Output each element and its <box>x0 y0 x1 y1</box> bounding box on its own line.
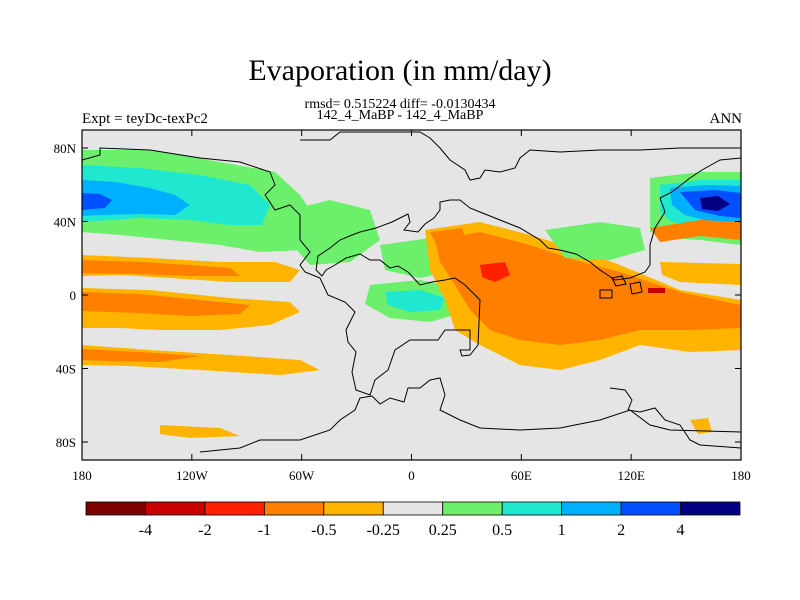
colorbar-label: 4 <box>677 522 685 539</box>
colorbar-label: 1 <box>558 522 566 539</box>
colorbar: -4 -2 -1 -0.5 -0.25 0.25 0.5 1 2 4 <box>85 501 741 539</box>
colorbar-label: -1 <box>258 522 271 539</box>
outline-island-1 <box>611 275 627 287</box>
colorbar-swatch <box>204 501 265 516</box>
lat-tick-label: 40N <box>54 215 77 230</box>
outline-island-2 <box>629 281 643 295</box>
field-eq-east-orange <box>660 262 741 285</box>
colorbar-label: -4 <box>139 522 152 539</box>
lon-tick-label: 60W <box>289 468 315 483</box>
lon-tick-label: 60E <box>511 468 532 483</box>
field-south-orange-small <box>160 425 240 438</box>
colorbar-label: -0.5 <box>311 522 336 539</box>
colorbar-swatch <box>620 501 681 516</box>
lat-tick-label: 80S <box>56 435 76 450</box>
field-spac-red <box>82 292 250 316</box>
colorbar-label: 2 <box>617 522 625 539</box>
field-central-cyan <box>385 290 445 312</box>
colorbar-swatch <box>680 501 741 516</box>
continent-outlines <box>82 131 741 453</box>
field-npac-red <box>82 260 240 276</box>
outline-antarctica <box>199 377 741 453</box>
colorbar-label: 0.5 <box>492 522 512 539</box>
colorbar-swatch <box>501 501 563 516</box>
field-south-east-orange <box>690 418 712 434</box>
colorbar-swatch <box>263 501 325 516</box>
stats-text: rmsd= 0.515224 diff= -0.0130434 <box>304 97 496 112</box>
lat-tick-label: 0 <box>70 288 77 303</box>
outline-arctic <box>300 131 741 181</box>
lon-tick-label: 0 <box>408 468 415 483</box>
lon-tick-label: 180 <box>72 468 92 483</box>
lat-tick-label: 40S <box>56 362 76 377</box>
outline-australia <box>609 387 741 449</box>
field-mideast-green <box>545 222 645 260</box>
field-indian-deepred <box>480 262 510 282</box>
lat-tick-label: 80N <box>54 141 77 156</box>
colorbar-swatch <box>442 501 503 516</box>
lon-ticks: 180 120W 60W 0 60E 120E 180 <box>72 130 751 483</box>
experiment-label: Expt = teyDc-texPc2 <box>82 111 208 127</box>
lon-tick-label: 120E <box>617 468 645 483</box>
field-nwpac-navy <box>700 196 730 211</box>
colorbar-label: 0.25 <box>429 522 457 539</box>
lon-tick-label: 120W <box>176 468 209 483</box>
colorbar-swatch <box>561 501 622 516</box>
field-npac-lightblue <box>82 180 190 216</box>
field-asia-red <box>430 228 468 252</box>
colorbar-swatch <box>145 501 206 516</box>
season-label: ANN <box>709 111 743 127</box>
field-npac-blue <box>82 193 112 210</box>
field-dark-red-spot <box>648 288 665 293</box>
field-atl-green <box>290 200 380 265</box>
map-field <box>82 130 741 460</box>
colorbar-swatch <box>323 501 384 516</box>
colorbar-label: -2 <box>198 522 211 539</box>
field-npac-east-red <box>650 220 741 242</box>
lat-ticks: 80N 40N 0 40S 80S <box>54 141 741 450</box>
colorbar-swatch <box>85 501 146 516</box>
field-ssub-red <box>82 349 200 362</box>
colorbar-swatch <box>382 501 444 516</box>
lon-tick-label: 180 <box>731 468 751 483</box>
colorbar-label: -0.25 <box>367 522 400 539</box>
field-indian-red <box>435 232 741 345</box>
outline-north-america <box>82 147 741 396</box>
outline-island-3 <box>599 289 613 299</box>
map-title: Evaporation (in mm/day) <box>248 54 552 87</box>
map-subtitle: 142_4_MaBP - 142_4_MaBP <box>316 108 484 123</box>
